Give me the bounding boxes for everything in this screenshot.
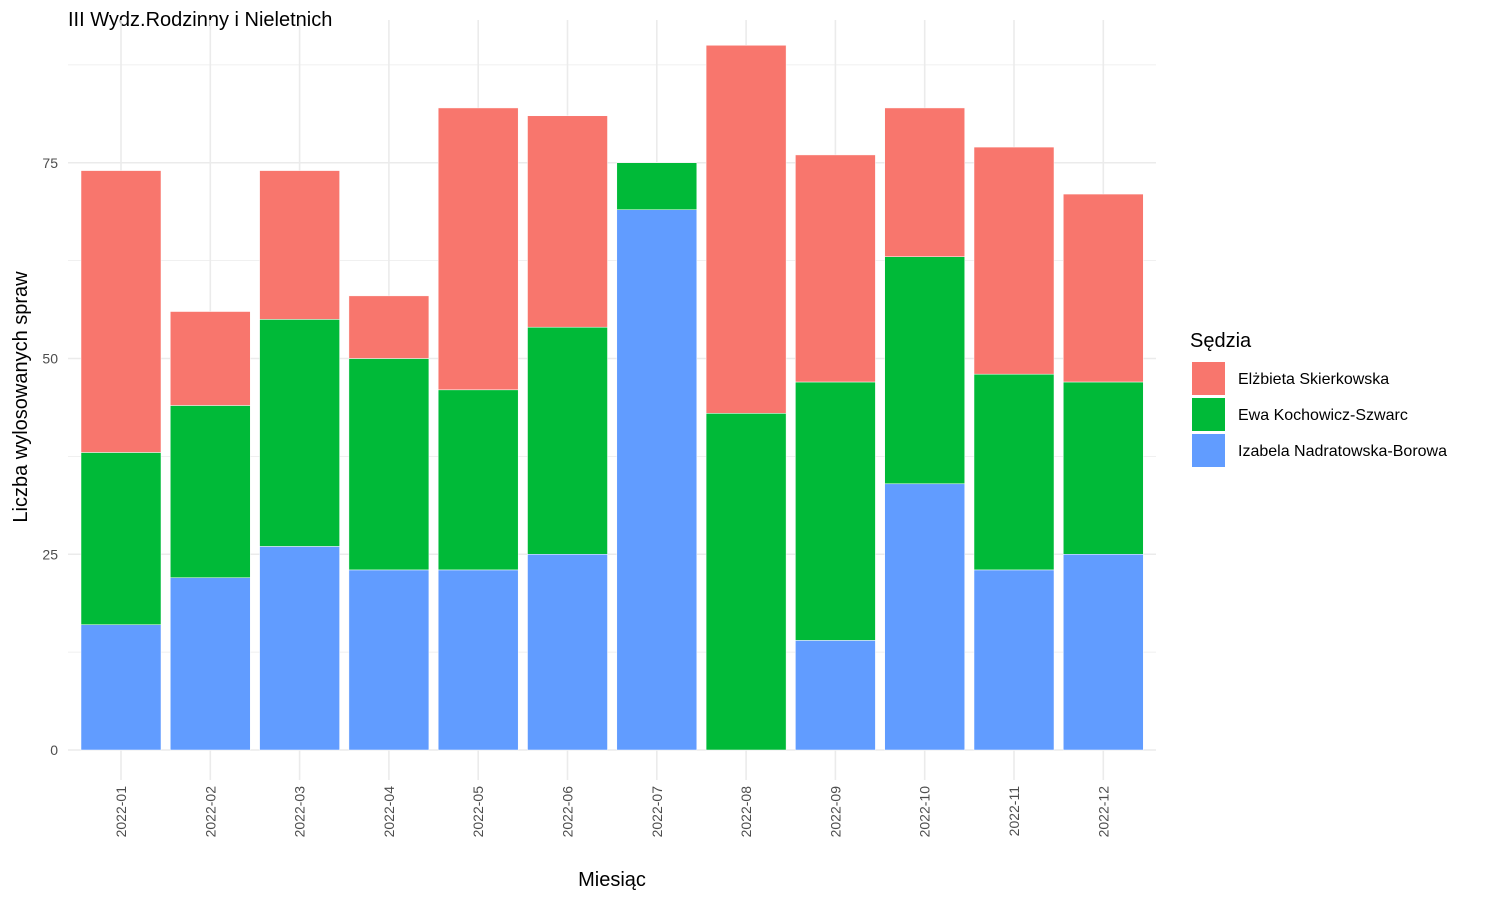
x-tick-label: 2022-08 <box>738 786 754 838</box>
x-tick-label: 2022-10 <box>917 786 933 838</box>
x-tick-label: 2022-11 <box>1006 786 1022 837</box>
x-tick-label: 2022-02 <box>202 786 218 838</box>
bar-segment <box>705 413 787 751</box>
bar-segment <box>705 45 787 414</box>
bar-segment <box>437 389 519 571</box>
bar-segment <box>616 209 698 751</box>
x-tick-label: 2022-01 <box>113 786 129 838</box>
bar-segment <box>437 107 519 391</box>
bar-segment <box>973 569 1055 751</box>
bar-segment <box>348 569 430 751</box>
legend-title: Sędzia <box>1190 330 1252 352</box>
legend: Sędzia Elżbieta Skierkowska Ewa Kochowicz… <box>1190 330 1447 467</box>
bar-segment <box>795 640 876 751</box>
y-tick-label: 50 <box>42 351 58 367</box>
chart-title: III Wydz.Rodzinny i Nieletnich <box>68 9 332 31</box>
x-tick-label: 2022-06 <box>560 786 576 838</box>
bar-segment <box>884 107 965 257</box>
bar-segment <box>527 115 608 328</box>
bar-segment <box>973 373 1055 571</box>
legend-swatch <box>1192 434 1225 467</box>
legend-swatch <box>1192 362 1225 395</box>
bar-segment <box>973 146 1055 375</box>
bar-segment <box>259 319 340 547</box>
bar-segment <box>348 358 430 571</box>
x-tick-label: 2022-05 <box>470 786 486 838</box>
legend-swatch <box>1192 398 1225 431</box>
bar-segment <box>80 452 162 625</box>
x-tick-label: 2022-07 <box>649 786 665 838</box>
bar-segment <box>170 405 251 578</box>
bar-segment <box>884 483 965 751</box>
bar-segment <box>527 554 608 751</box>
y-tick-label: 75 <box>42 155 58 171</box>
bar-segment <box>616 162 698 210</box>
x-axis-title: Miesiąc <box>578 869 646 891</box>
x-tick-label: 2022-04 <box>381 786 397 838</box>
x-tick-label: 2022-09 <box>827 786 843 838</box>
bar-segment <box>884 256 965 485</box>
legend-label: Ewa Kochowicz-Szwarc <box>1238 407 1408 424</box>
x-axis-ticks: 2022-01 2022-02 2022-03 2022-04 2022-05 2022-… <box>113 786 1111 838</box>
legend-label: Elżbieta Skierkowska <box>1238 371 1389 388</box>
legend-label: Izabela Nadratowska-Borowa <box>1238 443 1447 460</box>
bar-segment <box>259 546 340 751</box>
x-tick-label: 2022-03 <box>292 786 308 838</box>
y-tick-label: 25 <box>42 546 58 562</box>
bar-segment <box>170 577 251 751</box>
y-tick-label: 0 <box>50 742 58 758</box>
y-axis-title: Liczba wylosowanych spraw <box>10 271 32 523</box>
bar-segment <box>348 295 430 359</box>
bar-segment <box>80 624 162 751</box>
y-axis-ticks: 0 25 50 75 <box>42 155 58 758</box>
bar-segment <box>1063 381 1144 555</box>
bar-segment <box>259 170 340 320</box>
bar-segment <box>170 311 251 406</box>
bar-segment <box>1063 193 1144 383</box>
x-tick-label: 2022-12 <box>1095 786 1111 838</box>
bar-segment <box>795 154 876 383</box>
bar-segment <box>80 170 162 453</box>
bars <box>80 45 1144 751</box>
bar-segment <box>437 569 519 751</box>
bar-segment <box>527 326 608 555</box>
bar-segment <box>1063 554 1144 751</box>
bar-segment <box>795 381 876 641</box>
